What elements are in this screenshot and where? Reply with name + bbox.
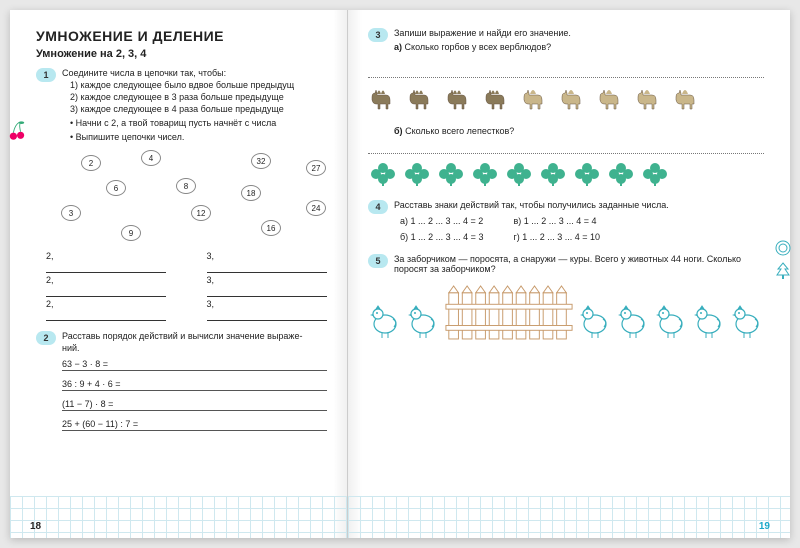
chicken-icon bbox=[692, 300, 726, 340]
page-left: УМНОЖЕНИЕ И ДЕЛЕНИЕ Умножение на 2, 3, 4… bbox=[10, 10, 348, 538]
clover-icon bbox=[436, 160, 466, 188]
task3-b-text: Сколько всего лепестков? bbox=[405, 126, 514, 136]
chicken-icon bbox=[730, 300, 764, 340]
page-number: 19 bbox=[759, 521, 770, 532]
section-title: Умножение на 2, 3, 4 bbox=[36, 48, 327, 60]
chicken-icon bbox=[616, 300, 650, 340]
camel-icon bbox=[406, 84, 440, 114]
page-number: 18 bbox=[30, 521, 41, 532]
chapter-title: УМНОЖЕНИЕ И ДЕЛЕНИЕ bbox=[36, 28, 327, 44]
number-bubble: 3 bbox=[61, 205, 81, 221]
task-badge: 2 bbox=[36, 331, 56, 345]
task-badge: 5 bbox=[368, 254, 388, 268]
clover-row bbox=[368, 160, 764, 190]
task2-lead: Расставь порядок действий и вычисли знач… bbox=[62, 331, 327, 341]
number-cloud: 243227681831224916 bbox=[46, 150, 327, 245]
task-2: 2 Расставь порядок действий и вычисли зн… bbox=[36, 331, 327, 439]
fence-icon bbox=[444, 282, 574, 342]
task3-a-text: Сколько горбов у всех верблюдов? bbox=[405, 42, 552, 52]
clover-icon bbox=[640, 160, 670, 188]
task-4: 4 Расставь знаки действий так, чтобы пол… bbox=[368, 200, 764, 248]
chicken-icon bbox=[368, 300, 402, 340]
number-bubble: 4 bbox=[141, 150, 161, 166]
task1-b1: • Начни с 2, а твой товарищ пусть начнёт… bbox=[70, 118, 327, 128]
page-right: 3 Запиши выражение и найди его значение.… bbox=[348, 10, 790, 538]
task1-b2: • Выпишите цепочки чисел. bbox=[70, 132, 327, 142]
task3-lead: Запиши выражение и найди его значение. bbox=[394, 28, 764, 38]
task1-l2: 2) каждое следующее в 3 раза больше пред… bbox=[70, 92, 327, 102]
grid-ruled-area bbox=[348, 496, 790, 538]
camel-row bbox=[368, 84, 764, 116]
answer-line bbox=[368, 136, 764, 154]
camel-icon bbox=[672, 84, 706, 114]
task1-lead: Соедините числа в цепочки так, чтобы: bbox=[62, 68, 327, 78]
chicken-icon bbox=[654, 300, 688, 340]
task4-lead: Расставь знаки действий так, чтобы получ… bbox=[394, 200, 764, 210]
cherry-icon bbox=[8, 120, 26, 144]
task3-a-label: а) bbox=[394, 42, 402, 52]
grid-ruled-area bbox=[10, 496, 347, 538]
clover-icon bbox=[368, 160, 398, 188]
margin-deco-right bbox=[774, 240, 792, 280]
chicken-icon bbox=[578, 300, 612, 340]
camel-icon bbox=[558, 84, 592, 114]
task-1: 1 Соедините числа в цепочки так, чтобы: … bbox=[36, 68, 327, 144]
clover-icon bbox=[402, 160, 432, 188]
number-bubble: 27 bbox=[306, 160, 326, 176]
eq-v: в) 1 ... 2 ... 3 ... 4 = 4 bbox=[513, 216, 600, 226]
eq-b: б) 1 ... 2 ... 3 ... 4 = 3 bbox=[400, 232, 483, 242]
clover-icon bbox=[538, 160, 568, 188]
chicken-icon bbox=[406, 300, 440, 340]
number-bubble: 2 bbox=[81, 155, 101, 171]
camel-icon bbox=[444, 84, 478, 114]
spiral-icon bbox=[775, 240, 791, 256]
answer-line bbox=[368, 60, 764, 78]
number-bubble: 9 bbox=[121, 225, 141, 241]
camel-icon bbox=[596, 84, 630, 114]
task3-b-label: б) bbox=[394, 126, 403, 136]
book-spread: УМНОЖЕНИЕ И ДЕЛЕНИЕ Умножение на 2, 3, 4… bbox=[10, 10, 790, 538]
chain-write-lines: 2,3,2,3,2,3, bbox=[46, 251, 327, 323]
clover-icon bbox=[470, 160, 500, 188]
task-badge: 3 bbox=[368, 28, 388, 42]
task-badge: 4 bbox=[368, 200, 388, 214]
chicken-fence-scene bbox=[368, 282, 764, 342]
task-badge: 1 bbox=[36, 68, 56, 82]
number-bubble: 8 bbox=[176, 178, 196, 194]
camel-icon bbox=[368, 84, 402, 114]
clover-icon bbox=[606, 160, 636, 188]
number-bubble: 6 bbox=[106, 180, 126, 196]
number-bubble: 16 bbox=[261, 220, 281, 236]
eq-g: г) 1 ... 2 ... 3 ... 4 = 10 bbox=[513, 232, 600, 242]
camel-icon bbox=[482, 84, 516, 114]
task2-lead2: ний. bbox=[62, 343, 327, 353]
task-3: 3 Запиши выражение и найди его значение.… bbox=[368, 28, 764, 54]
clover-icon bbox=[504, 160, 534, 188]
task1-l3: 3) каждое следующее в 4 раза больше пред… bbox=[70, 104, 327, 114]
calc-expression: 63 − 3 · 8 = bbox=[62, 359, 327, 371]
tree-icon bbox=[775, 262, 791, 280]
number-bubble: 32 bbox=[251, 153, 271, 169]
eq-a: а) 1 ... 2 ... 3 ... 4 = 2 bbox=[400, 216, 483, 226]
task1-l1: 1) каждое следующее было вдвое больше пр… bbox=[70, 80, 327, 90]
number-bubble: 24 bbox=[306, 200, 326, 216]
calc-expression: (11 − 7) · 8 = bbox=[62, 399, 327, 411]
clover-icon bbox=[572, 160, 602, 188]
number-bubble: 12 bbox=[191, 205, 211, 221]
camel-icon bbox=[520, 84, 554, 114]
task5-lead: За заборчиком — поросята, а снаружи — ку… bbox=[394, 254, 764, 274]
calc-expression: 36 : 9 + 4 · 6 = bbox=[62, 379, 327, 391]
number-bubble: 18 bbox=[241, 185, 261, 201]
task-5: 5 За заборчиком — поросята, а снаружи — … bbox=[368, 254, 764, 276]
calc-expression: 25 + (60 − 11) : 7 = bbox=[62, 419, 327, 431]
camel-icon bbox=[634, 84, 668, 114]
calc-lines: 63 − 3 · 8 = 36 : 9 + 4 · 6 = (11 − 7) · 8… bbox=[62, 359, 327, 431]
